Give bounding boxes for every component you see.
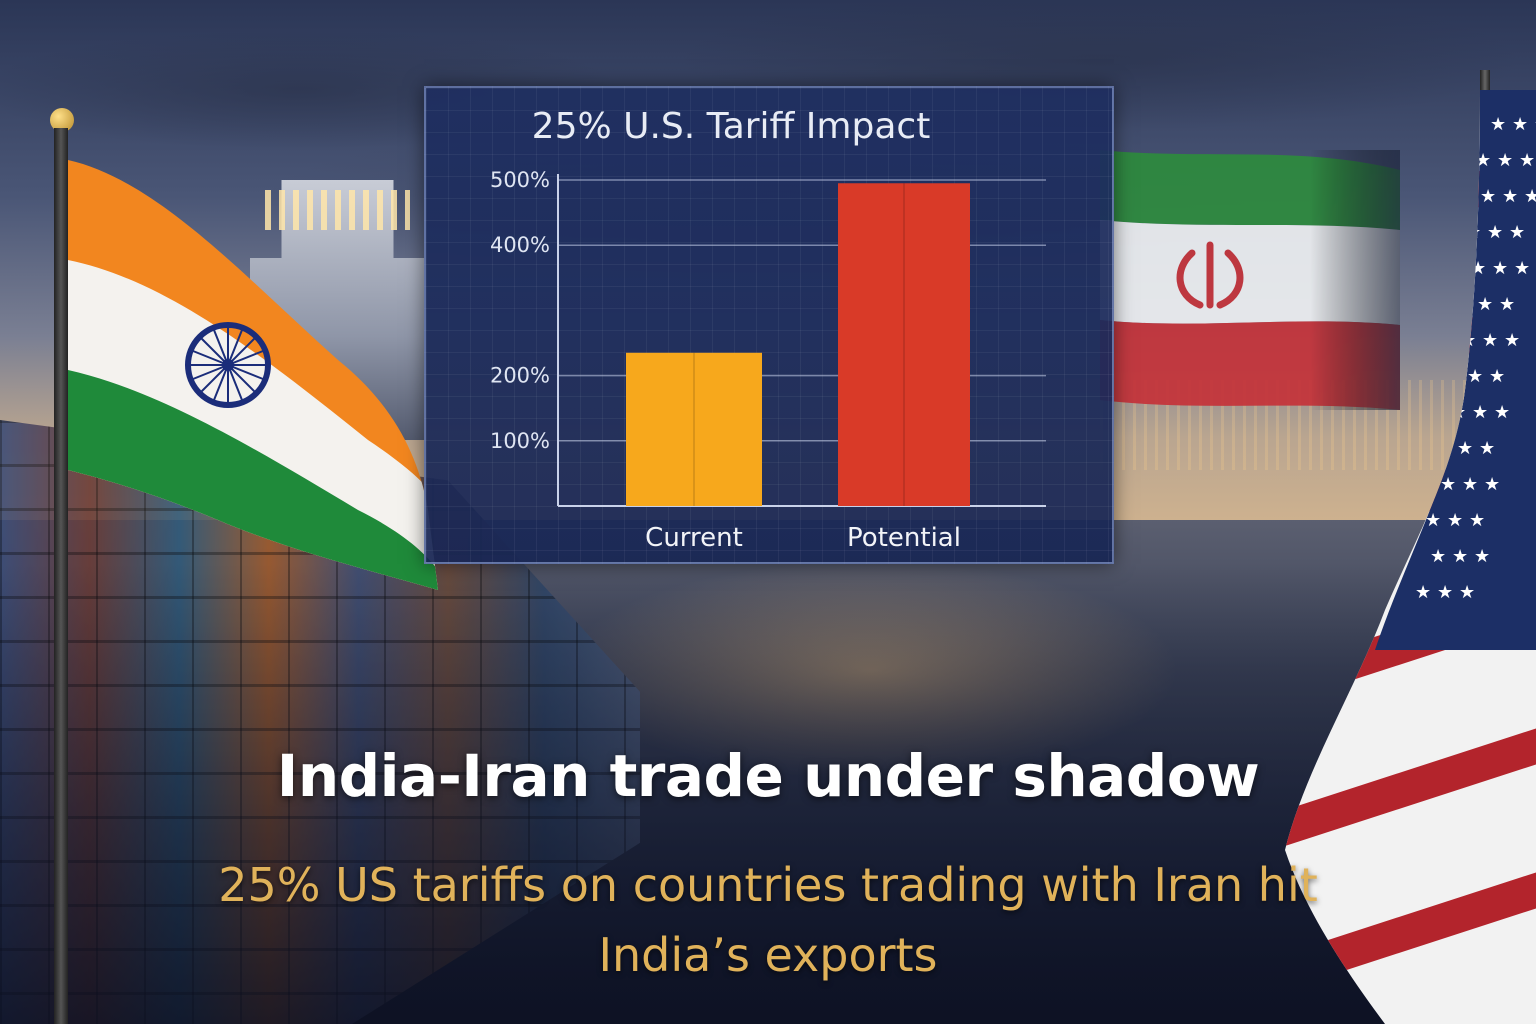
star-icon: ★ [1475, 150, 1491, 171]
ashoka-chakra-icon [185, 322, 271, 408]
star-icon: ★ [1447, 510, 1463, 531]
star-icon: ★ [1492, 258, 1508, 279]
star-icon: ★ [1524, 186, 1536, 207]
y-tick-label: 400% [490, 233, 550, 257]
star-icon: ★ [1477, 294, 1493, 315]
star-icon: ★ [1514, 258, 1530, 279]
star-icon: ★ [1502, 186, 1518, 207]
star-icon: ★ [1489, 366, 1505, 387]
star-icon: ★ [1499, 294, 1515, 315]
star-icon: ★ [1480, 186, 1496, 207]
star-icon: ★ [1465, 222, 1481, 243]
star-icon: ★ [1474, 546, 1490, 567]
star-icon: ★ [1482, 330, 1498, 351]
star-icon: ★ [1490, 114, 1506, 135]
star-icon: ★ [1534, 114, 1536, 135]
star-icon: ★ [1445, 366, 1461, 387]
y-tick-label: 500% [490, 168, 550, 192]
star-icon: ★ [1479, 438, 1495, 459]
star-icon: ★ [1494, 402, 1510, 423]
star-icon: ★ [1425, 510, 1441, 531]
bar-chart: 100% 200% 400% 500% Current Potential [490, 168, 1046, 553]
star-icon: ★ [1467, 366, 1483, 387]
star-icon: ★ [1415, 582, 1431, 603]
star-icon: ★ [1430, 546, 1446, 567]
chart-panel: 25% U.S. Tariff Impact 100% 200% 400% 500% C… [424, 86, 1114, 564]
chart-title: 25% U.S. Tariff Impact [531, 106, 931, 147]
bar-current [626, 352, 762, 506]
star-icon: ★ [1450, 402, 1466, 423]
star-icon: ★ [1437, 582, 1453, 603]
star-icon: ★ [1459, 582, 1475, 603]
usa-flag-icon: ★ ★★ ★ ★★ ★ ★★ ★ ★★ ★ ★★ ★ ★★ ★ ★★ ★ ★★ ★ ★★ ★ ★★ ★ ★★ ★ ★★ ★ ★★ ★… [1285, 90, 1536, 1024]
star-icon: ★ [1484, 474, 1500, 495]
iran-flag-icon [1100, 150, 1400, 410]
star-icon: ★ [1455, 294, 1471, 315]
star-icon: ★ [1470, 258, 1486, 279]
x-tick-label: Current [645, 523, 743, 553]
bar-potential [838, 183, 970, 506]
star-icon: ★ [1469, 510, 1485, 531]
subheadline: 25% US tariffs on countries trading with… [218, 858, 1318, 982]
star-icon: ★ [1440, 474, 1456, 495]
star-icon: ★ [1512, 114, 1528, 135]
india-flagpole [54, 128, 68, 1024]
star-icon: ★ [1460, 330, 1476, 351]
star-icon: ★ [1487, 222, 1503, 243]
india-flag-icon [68, 160, 438, 590]
star-icon: ★ [1519, 150, 1535, 171]
x-tick-label: Potential [847, 523, 961, 553]
star-icon: ★ [1472, 402, 1488, 423]
star-icon: ★ [1457, 438, 1473, 459]
star-icon: ★ [1462, 474, 1478, 495]
star-icon: ★ [1509, 222, 1525, 243]
star-icon: ★ [1435, 438, 1451, 459]
y-tick-label: 200% [490, 364, 550, 388]
headline: India-Iran trade under shadow [276, 742, 1260, 810]
y-tick-label: 100% [490, 429, 550, 453]
star-icon: ★ [1497, 150, 1513, 171]
star-icon: ★ [1504, 330, 1520, 351]
star-icon: ★ [1452, 546, 1468, 567]
